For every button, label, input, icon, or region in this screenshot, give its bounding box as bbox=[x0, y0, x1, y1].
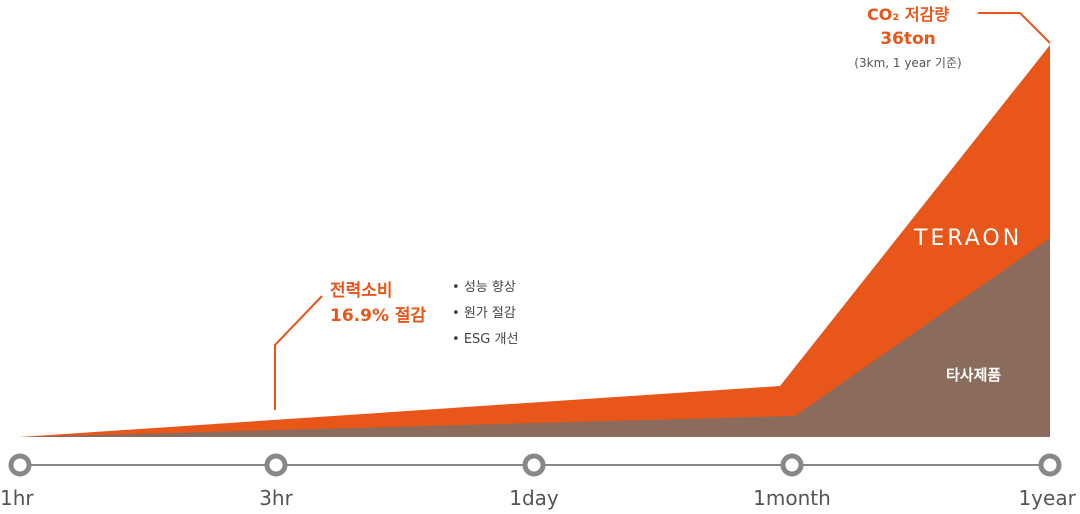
x-tick-label: 1day bbox=[509, 486, 559, 510]
co2-basis: (3km, 1 year 기준) bbox=[854, 56, 962, 70]
power-saving-leader-line bbox=[274, 295, 323, 410]
series-label-teraon: TERAON bbox=[914, 226, 1023, 251]
series-label-competitor: 타사제품 bbox=[946, 366, 1002, 384]
x-tick-label: 3hr bbox=[259, 486, 293, 510]
benefit-item: 성능 향상 bbox=[452, 275, 518, 301]
benefit-item: 원가 절감 bbox=[452, 301, 518, 327]
series-area-competitor bbox=[20, 238, 1050, 437]
x-tick-label: 1month bbox=[753, 486, 831, 510]
co2-callout: CO₂ 저감량 36ton (3km, 1 year 기준) bbox=[848, 4, 968, 74]
power-saving-line2: 16.9% 절감 bbox=[330, 306, 427, 326]
benefits-list: 성능 향상 원가 절감 ESG 개선 bbox=[452, 275, 519, 353]
power-saving-line1: 전력소비 bbox=[330, 281, 393, 301]
benefit-item: ESG 개선 bbox=[452, 327, 519, 353]
co2-title: CO₂ 저감량 bbox=[866, 5, 950, 24]
co2-value: 36ton bbox=[880, 29, 936, 49]
x-axis-marker bbox=[1038, 453, 1062, 477]
x-axis-marker bbox=[8, 453, 32, 477]
x-axis-marker bbox=[780, 453, 804, 477]
x-tick-label: 1year bbox=[1018, 486, 1076, 510]
co2-leader-line bbox=[978, 12, 1051, 44]
x-axis-marker bbox=[522, 453, 546, 477]
x-tick-label: 1hr bbox=[0, 486, 34, 510]
x-axis-marker bbox=[264, 453, 288, 477]
power-saving-callout: 전력소비 16.9% 절감 bbox=[330, 279, 426, 329]
